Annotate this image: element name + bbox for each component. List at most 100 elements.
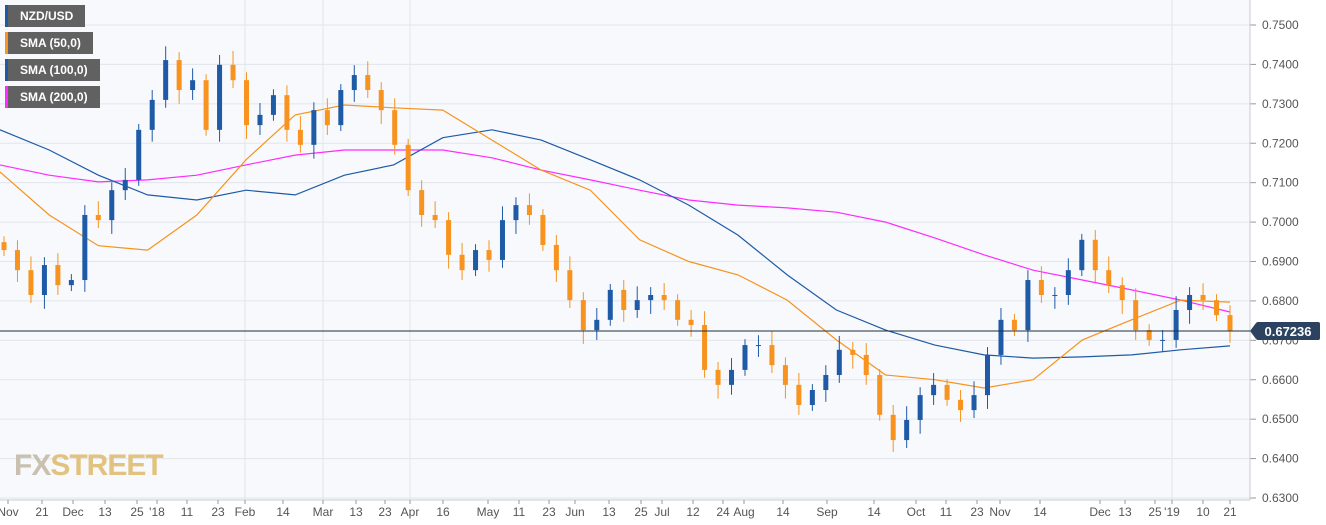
last-price-badge	[1256, 322, 1320, 341]
candle-body	[1200, 295, 1206, 301]
y-tick-label: 0.7000	[1262, 215, 1299, 229]
candle-body	[863, 354, 869, 376]
candle-body	[297, 129, 303, 145]
x-tick-label: Oct	[907, 505, 926, 519]
candle-body	[648, 295, 654, 301]
x-tick-label: 13	[98, 505, 112, 519]
candle-body	[931, 384, 937, 396]
candle-body	[1133, 300, 1139, 331]
candle-body	[567, 270, 573, 301]
candle-body	[688, 319, 694, 325]
candle-body	[836, 349, 842, 376]
candle-body	[675, 300, 681, 320]
candle-body	[782, 365, 788, 385]
y-tick-label: 0.7500	[1262, 18, 1299, 32]
candle-body	[203, 80, 209, 130]
candle-body	[944, 384, 950, 400]
x-tick-label: '19	[1164, 505, 1180, 519]
candle-body	[904, 419, 910, 441]
y-tick-label: 0.6900	[1262, 255, 1299, 269]
last-price-pointer	[1250, 323, 1256, 340]
legend-sma50[interactable]: SMA (50,0)	[5, 32, 93, 54]
candle-body	[621, 289, 627, 310]
candle-body	[486, 250, 492, 260]
candle-body	[1079, 239, 1085, 271]
candle-body	[984, 354, 990, 396]
candle-body	[230, 64, 236, 81]
x-tick-label: 23	[970, 505, 984, 519]
candle-body	[540, 214, 546, 245]
candle-body	[432, 214, 438, 221]
y-tick-label: 0.6500	[1262, 412, 1299, 426]
x-tick-label: 25	[634, 505, 648, 519]
candle-body	[1011, 319, 1017, 331]
candle-body	[890, 414, 896, 441]
candle-body	[823, 375, 829, 390]
x-axis: Nov 21 Dec 13 25 '18 11 23 Feb 14 Mar 13 23 Apr 16 May 1…	[0, 499, 1250, 519]
candle-body	[270, 95, 276, 115]
candle-body	[809, 389, 815, 405]
candle-body	[378, 90, 384, 111]
candle-body	[257, 114, 263, 126]
candle-body	[958, 399, 964, 411]
x-tick-label: 10	[1196, 505, 1210, 519]
candle-body	[122, 179, 128, 191]
candle-body	[1119, 285, 1125, 301]
candle-body	[1106, 270, 1112, 286]
candle-body	[244, 80, 250, 126]
x-tick-label: 25	[130, 505, 144, 519]
sma200-line	[0, 149, 1231, 313]
y-tick-label: 0.7300	[1262, 97, 1299, 111]
x-tick-label: 23	[542, 505, 556, 519]
candle-body	[473, 250, 479, 271]
x-tick-label: Mar	[313, 505, 334, 519]
candle-body	[392, 110, 398, 145]
x-tick-label: 14	[1033, 505, 1047, 519]
x-tick-label: 12	[686, 505, 700, 519]
candle-body	[136, 129, 142, 180]
x-tick-label: Feb	[235, 505, 256, 519]
candle-body	[311, 110, 317, 145]
legend-sma200[interactable]: SMA (200,0)	[5, 86, 100, 108]
y-tick-label: 0.6300	[1262, 491, 1299, 505]
candle-body	[499, 220, 505, 260]
candle-body	[95, 214, 101, 221]
candle-body	[580, 300, 586, 331]
sma-lines	[0, 104, 1231, 389]
y-tick-label: 0.7400	[1262, 57, 1299, 71]
candle-body	[1052, 295, 1058, 297]
candle-body	[28, 270, 34, 296]
y-tick-label: 0.6800	[1262, 294, 1299, 308]
y-tick-label: 0.6400	[1262, 452, 1299, 466]
x-tick-label: Sep	[816, 505, 838, 519]
candle-body	[351, 75, 357, 91]
candle-body	[742, 345, 748, 370]
x-tick-label: Apr	[401, 505, 420, 519]
candle-body	[324, 110, 330, 126]
candle-body	[338, 90, 344, 126]
candle-body	[729, 369, 735, 385]
candle-body	[41, 265, 47, 296]
sma100-line	[0, 129, 1231, 359]
candle-body	[715, 369, 721, 385]
candle-body	[1038, 280, 1044, 296]
watermark-fx: FX	[14, 449, 51, 482]
y-tick-label: 0.6600	[1262, 373, 1299, 387]
x-tick-label: 14	[867, 505, 881, 519]
candle-body	[755, 345, 761, 347]
legend-sma100[interactable]: SMA (100,0)	[5, 59, 100, 81]
candle-body	[284, 95, 290, 130]
candle-body	[55, 265, 61, 286]
x-tick-label: 24	[716, 505, 730, 519]
candle-body	[405, 144, 411, 191]
legend-nzdusd[interactable]: NZD/USD	[5, 5, 86, 27]
candle-body	[850, 349, 856, 355]
x-tick-label: 21	[35, 505, 49, 519]
last-price-label: 0.67236	[1265, 324, 1312, 339]
candle-body	[796, 384, 802, 405]
candle-body	[553, 244, 559, 271]
candle-body	[1092, 239, 1098, 271]
candle-body	[109, 190, 115, 221]
candle-body	[661, 295, 667, 301]
